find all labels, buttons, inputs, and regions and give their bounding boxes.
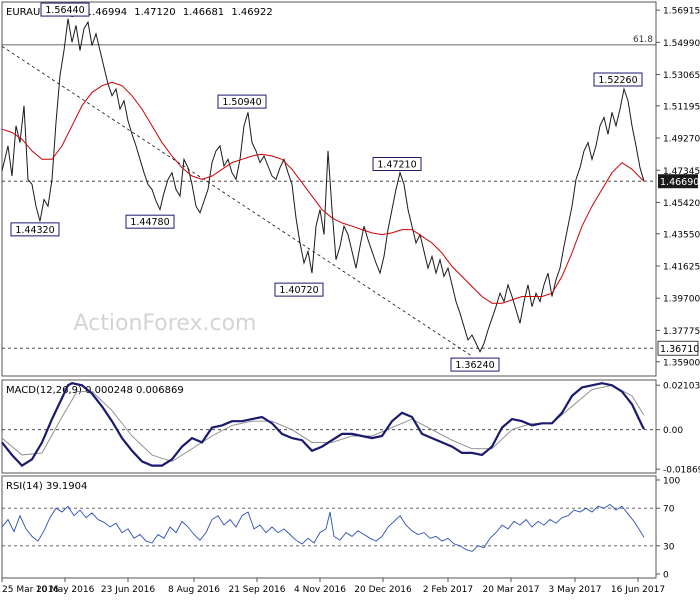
level-price-marker: 1.36710 bbox=[657, 340, 699, 356]
price-annotation: 1.52260 bbox=[593, 72, 643, 87]
rsi-layer: 100 70 30 0 bbox=[1, 477, 680, 581]
x-axis-tick-label: 20 Dec 2016 bbox=[354, 585, 412, 595]
x-axis-tick-label: 10 May 2016 bbox=[36, 585, 95, 595]
price-panel: ActionForex.com EURAUD,Daily 1.46994 1.4… bbox=[1, 1, 700, 377]
price-axis-tick-label: 1.39700 bbox=[663, 295, 700, 305]
price-annotation: 1.44780 bbox=[125, 214, 175, 229]
fib-level-label: 61.8 bbox=[633, 35, 653, 45]
price-line bbox=[1, 18, 645, 353]
annotation-label: 1.56440 bbox=[45, 5, 84, 16]
macd-axis-tick-label: 0.021032 bbox=[663, 382, 700, 392]
macd-title: MACD(12,26,9) 0.000248 0.006869 bbox=[6, 385, 184, 396]
x-axis-tick-label: 8 Aug 2016 bbox=[168, 585, 220, 595]
macd-line bbox=[1, 382, 645, 468]
annotation-box bbox=[372, 157, 422, 172]
macd-panel: MACD(12,26,9) 0.000248 0.006869 0.021032… bbox=[1, 379, 700, 476]
price-layer: 1.56915 1.54990 1.53065 1.51195 1.49270 1.473… bbox=[1, 2, 700, 372]
price-axis-tick-label: 1.43550 bbox=[663, 230, 700, 240]
close-value: 1.46922 bbox=[231, 7, 272, 18]
price-axis-tick-label: 1.45420 bbox=[663, 199, 700, 209]
rsi-axis-tick-label: 100 bbox=[663, 477, 680, 487]
price-marker-box bbox=[658, 174, 698, 189]
price-marker-box bbox=[657, 340, 699, 356]
annotation-box bbox=[10, 222, 60, 237]
price-annotation: 1.50940 bbox=[217, 94, 267, 109]
rsi-title: RSI(14) 39.1904 bbox=[6, 481, 87, 492]
price-annotation: 1.56440 bbox=[40, 2, 90, 17]
annotation-box bbox=[217, 94, 267, 109]
x-axis-tick-label: 16 Jun 2017 bbox=[611, 585, 665, 595]
x-axis-tick-label: 3 May 2017 bbox=[549, 585, 602, 595]
rsi-axis-tick-label: 30 bbox=[663, 542, 675, 552]
open-value: 1.46994 bbox=[86, 7, 127, 18]
rsi-axis-tick-label: 0 bbox=[663, 571, 669, 581]
macd-panel-frame bbox=[1, 379, 657, 474]
annotation-box bbox=[274, 282, 324, 297]
x-axis-tick-label: 20 Mar 2017 bbox=[482, 585, 539, 595]
price-marker-label: 1.36710 bbox=[660, 344, 699, 355]
price-annotation: 1.40720 bbox=[274, 282, 324, 297]
moving-average-line bbox=[1, 81, 645, 304]
annotation-label: 1.36240 bbox=[455, 360, 494, 371]
macd-axis-tick-label: 0.00 bbox=[663, 426, 683, 436]
price-annotation: 1.44320 bbox=[10, 222, 60, 237]
low-value: 1.46681 bbox=[183, 7, 224, 18]
annotation-label: 1.50940 bbox=[222, 97, 261, 108]
rsi-panel: RSI(14) 39.1904 100 70 30 0 bbox=[1, 475, 680, 581]
watermark: ActionForex.com bbox=[74, 311, 257, 336]
price-axis-tick-label: 1.51195 bbox=[663, 102, 700, 112]
x-axis-tick-label: 21 Sep 2016 bbox=[228, 585, 285, 595]
annotation-box bbox=[40, 2, 90, 17]
high-value: 1.47120 bbox=[134, 7, 175, 18]
rsi-axis-tick-label: 70 bbox=[663, 505, 675, 515]
price-marker-label: 1.46690 bbox=[660, 177, 699, 188]
x-axis-tick-label: 2 Feb 2017 bbox=[423, 585, 473, 595]
price-axis-tick-label: 1.53065 bbox=[663, 71, 700, 81]
price-axis-tick-label: 1.54990 bbox=[663, 39, 700, 49]
price-axis-tick-label: 1.35900 bbox=[663, 358, 700, 368]
price-axis-tick-label: 1.41625 bbox=[663, 262, 700, 272]
price-panel-frame bbox=[1, 1, 657, 377]
annotation-label: 1.52260 bbox=[598, 75, 637, 86]
macd-layer: 0.021032 0.00 -0.018695 bbox=[1, 382, 700, 476]
annotation-label: 1.44320 bbox=[15, 225, 54, 236]
macd-axis-tick-label: -0.018695 bbox=[663, 466, 700, 476]
price-axis-tick-label: 1.49270 bbox=[663, 135, 700, 145]
price-annotation: 1.47210 bbox=[372, 157, 422, 172]
current-price-marker: 1.46690 bbox=[658, 174, 699, 189]
annotation-label: 1.47210 bbox=[377, 160, 416, 171]
rsi-line bbox=[1, 503, 645, 552]
price-annotation: 1.36240 bbox=[450, 357, 500, 372]
x-axis-tick-label: 23 Jun 2016 bbox=[101, 585, 155, 595]
annotation-box bbox=[450, 357, 500, 372]
x-axis-tick-label: 25 Mar 2016 bbox=[2, 585, 59, 595]
annotation-label: 1.44780 bbox=[130, 217, 169, 228]
price-axis-tick-label: 1.47345 bbox=[663, 167, 700, 177]
annotation-box bbox=[125, 214, 175, 229]
price-axis-tick-label: 1.56915 bbox=[663, 7, 700, 17]
x-axis-tick-label: 4 Nov 2016 bbox=[294, 585, 346, 595]
annotation-label: 1.40720 bbox=[279, 285, 318, 296]
rsi-panel-frame bbox=[1, 475, 657, 579]
annotation-box bbox=[593, 72, 643, 87]
trendline bbox=[1, 46, 473, 357]
price-axis-tick-label: 1.37775 bbox=[663, 327, 700, 337]
